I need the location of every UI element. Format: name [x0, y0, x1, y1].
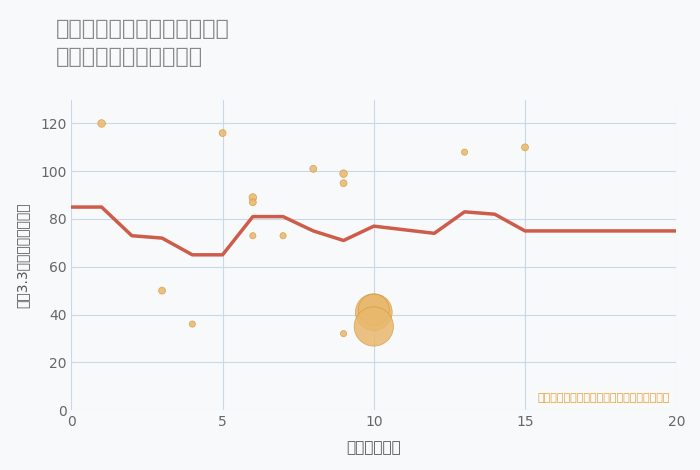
- Point: [247, 198, 258, 206]
- X-axis label: 駅距離（分）: 駅距離（分）: [346, 440, 401, 455]
- Point: [368, 323, 379, 330]
- Point: [247, 232, 258, 240]
- Y-axis label: 坪（3.3㎡）単価（万円）: 坪（3.3㎡）単価（万円）: [15, 202, 29, 308]
- Point: [459, 149, 470, 156]
- Point: [217, 129, 228, 137]
- Point: [247, 194, 258, 201]
- Point: [277, 232, 288, 240]
- Point: [338, 180, 349, 187]
- Point: [338, 330, 349, 337]
- Point: [187, 320, 198, 328]
- Text: 円の大きさは、取引のあった物件面積を示す: 円の大きさは、取引のあった物件面積を示す: [538, 393, 670, 403]
- Text: 兵庫県加古郡播磨町東本荘の
駅距離別中古戸建て価格: 兵庫県加古郡播磨町東本荘の 駅距離別中古戸建て価格: [56, 19, 230, 67]
- Point: [368, 306, 379, 313]
- Point: [338, 170, 349, 177]
- Point: [519, 144, 531, 151]
- Point: [157, 287, 168, 294]
- Point: [368, 308, 379, 316]
- Point: [96, 120, 107, 127]
- Point: [308, 165, 319, 172]
